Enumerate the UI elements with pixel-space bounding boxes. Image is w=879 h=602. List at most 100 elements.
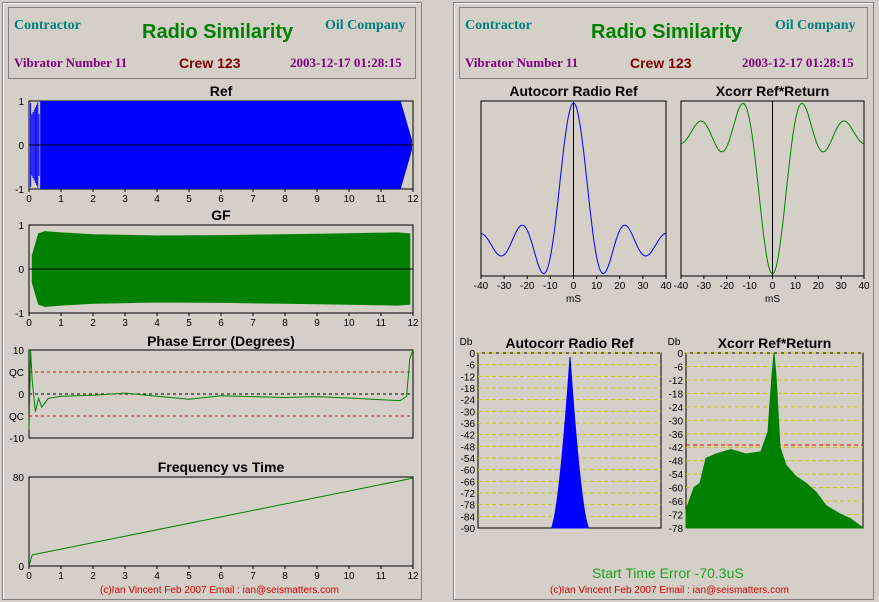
autocorr-title: Autocorr Radio Ref <box>509 83 638 99</box>
x-tick-label: -20 <box>520 281 535 292</box>
x-tick-label: 7 <box>250 571 256 582</box>
x-tick-label: 10 <box>343 571 355 582</box>
y-tick-label: -66 <box>461 477 476 488</box>
company-label: Oil Company <box>775 18 856 33</box>
x-tick-label: 3 <box>122 194 128 205</box>
x-tick-label: 30 <box>836 281 848 292</box>
phase-line <box>28 349 414 430</box>
x-tick-label: 0 <box>26 194 32 205</box>
y-tick-label: -42 <box>669 443 684 454</box>
y-tick-label: -6 <box>466 361 475 372</box>
y-tick-label: -48 <box>669 457 684 468</box>
x-tick-label: 2 <box>90 194 96 205</box>
xcorr-title: Xcorr Ref*Return <box>716 83 830 99</box>
x-tick-label: 6 <box>218 571 224 582</box>
x-tick-label: 30 <box>637 281 649 292</box>
y-tick-label: 0 <box>18 265 24 276</box>
autocorr-line <box>480 102 667 275</box>
y-tick-label: -30 <box>461 407 476 418</box>
right-panel: Contractor Radio Similarity Oil Company … <box>453 2 874 600</box>
x-tick-label: 6 <box>218 194 224 205</box>
datetime-label: 2003-12-17 01:28:15 <box>290 55 402 70</box>
y-tick-label: -72 <box>669 511 684 522</box>
x-tick-label: 7 <box>250 194 256 205</box>
x-tick-label: 10 <box>343 318 355 329</box>
x-tick-label: 3 <box>122 571 128 582</box>
y-tick-label: -72 <box>461 489 476 500</box>
y-tick-label: -60 <box>461 466 476 477</box>
xcorr-line <box>680 102 865 275</box>
x-tick-label: 12 <box>407 194 419 205</box>
y-tick-label: 0 <box>469 349 475 360</box>
freq-plot-frame <box>28 476 414 567</box>
x-tick-label: 10 <box>343 194 355 205</box>
y-tick-label: -36 <box>669 430 684 441</box>
y-tick-label: -54 <box>669 470 684 481</box>
gf-title: GF <box>211 207 231 223</box>
x-axis-label: mS <box>566 294 581 305</box>
y-tick-label: 1 <box>18 221 24 232</box>
x-tick-label: 10 <box>790 281 802 292</box>
y-tick-label: -42 <box>461 431 476 442</box>
app-title: Radio Similarity <box>142 21 294 43</box>
y-tick-label: -60 <box>669 484 684 495</box>
x-tick-label: 12 <box>407 571 419 582</box>
x-tick-label: 20 <box>614 281 626 292</box>
company-label: Oil Company <box>325 18 406 33</box>
x-tick-label: 1 <box>58 318 64 329</box>
y-tick-label: -66 <box>669 497 684 508</box>
x-tick-label: 5 <box>186 194 192 205</box>
right-header: Contractor Radio Similarity Oil Company … <box>459 7 868 79</box>
crew-label: Crew 123 <box>179 55 241 71</box>
y-tick-label: 10 <box>13 346 25 357</box>
x-tick-label: 2 <box>90 318 96 329</box>
x-tick-label: 8 <box>282 194 288 205</box>
vibrator-label: Vibrator Number 11 <box>465 55 579 70</box>
x-tick-label: 7 <box>250 318 256 329</box>
crew-label: Crew 123 <box>630 55 692 71</box>
y-axis-label: Db <box>460 337 473 348</box>
x-tick-label: 4 <box>154 194 160 205</box>
y-tick-label: 80 <box>13 473 25 484</box>
x-tick-label: -40 <box>474 281 489 292</box>
datetime-label: 2003-12-17 01:28:15 <box>742 55 854 70</box>
x-tick-label: 3 <box>122 318 128 329</box>
y-axis-label: Db <box>668 337 681 348</box>
x-tick-label: 20 <box>813 281 825 292</box>
y-tick-label: -90 <box>461 524 476 535</box>
x-tick-label: 11 <box>376 318 387 329</box>
x-tick-label: -40 <box>674 281 689 292</box>
x-tick-label: -20 <box>720 281 735 292</box>
x-tick-label: 40 <box>858 281 870 292</box>
x-tick-label: -10 <box>742 281 757 292</box>
x-tick-label: 5 <box>186 318 192 329</box>
x-tick-label: 8 <box>282 318 288 329</box>
x-tick-label: 6 <box>218 318 224 329</box>
x-tick-label: -10 <box>543 281 558 292</box>
x-tick-label: 9 <box>314 194 320 205</box>
y-tick-label: -78 <box>461 501 476 512</box>
left-header: Contractor Radio Similarity Oil Company … <box>8 7 416 79</box>
x-tick-label: 8 <box>282 571 288 582</box>
x-tick-label: 5 <box>186 571 192 582</box>
x-tick-label: 11 <box>376 571 387 582</box>
y-tick-label: 0 <box>677 349 683 360</box>
y-tick-label: -12 <box>669 376 684 387</box>
y-tick-label: -24 <box>461 396 476 407</box>
y-tick-label: -18 <box>461 384 476 395</box>
contractor-label: Contractor <box>14 18 81 33</box>
app-title: Radio Similarity <box>591 21 743 43</box>
autocorr-db-title: Autocorr Radio Ref <box>505 335 634 351</box>
y-tick-label: -48 <box>461 442 476 453</box>
x-tick-label: 10 <box>591 281 603 292</box>
y-tick-label: 1 <box>18 97 24 108</box>
x-tick-label: -30 <box>697 281 712 292</box>
x-axis-label: mS <box>765 294 780 305</box>
x-tick-label: 0 <box>571 281 577 292</box>
x-tick-label: 0 <box>26 571 32 582</box>
ref-title: Ref <box>210 83 233 99</box>
y-tick-label: -10 <box>10 434 25 445</box>
x-tick-label: 2 <box>90 571 96 582</box>
freq-line <box>28 477 414 567</box>
